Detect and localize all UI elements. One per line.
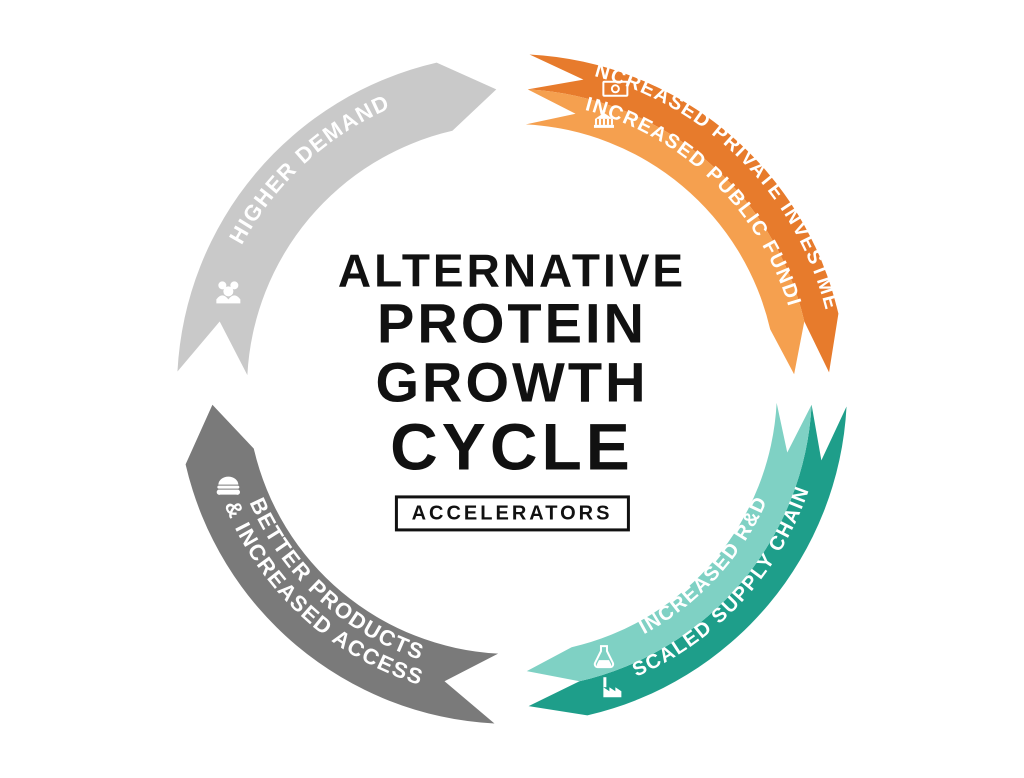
- center-line-1: ALTERNATIVE: [338, 246, 686, 294]
- center-line-2: PROTEIN: [338, 295, 686, 354]
- center-line-4: CYCLE: [338, 412, 686, 481]
- center-line-3: GROWTH: [338, 354, 686, 413]
- accelerators-box: ACCELERATORS: [395, 496, 630, 532]
- center-title-block: ALTERNATIVE PROTEIN GROWTH CYCLE ACCELER…: [338, 246, 686, 531]
